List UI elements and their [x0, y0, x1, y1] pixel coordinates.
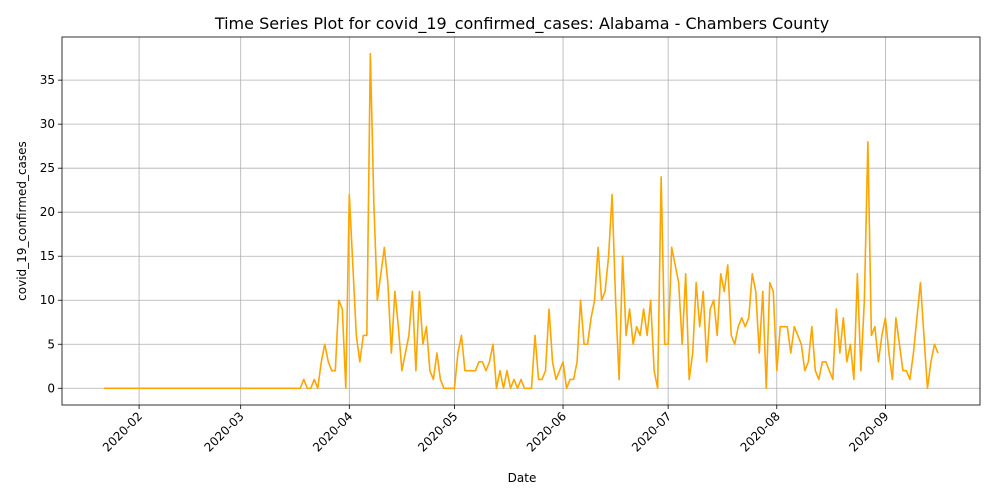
x-tick-label: 2020-05 [415, 409, 460, 454]
y-tick-label: 10 [40, 293, 55, 307]
x-tick-label: 2020-06 [524, 409, 569, 454]
y-tick-label: 25 [40, 161, 55, 175]
y-tick-label: 20 [40, 205, 55, 219]
y-tick-label: 0 [47, 381, 55, 395]
x-tick-label: 2020-03 [201, 409, 246, 454]
y-axis-label: covid_19_confirmed_cases [15, 141, 29, 301]
y-tick-label: 30 [40, 117, 55, 131]
x-tick-label: 2020-02 [100, 409, 145, 454]
y-tick-label: 15 [40, 249, 55, 263]
x-tick-label: 2020-04 [310, 409, 355, 454]
x-axis-label: Date [508, 471, 537, 485]
y-tick-label: 35 [40, 73, 55, 87]
plot-frame [61, 36, 981, 406]
chart-title: Time Series Plot for covid_19_confirmed_… [214, 14, 829, 34]
x-tick-label: 2020-09 [846, 409, 891, 454]
x-tick-label: 2020-07 [629, 409, 674, 454]
x-tick-label: 2020-08 [738, 409, 783, 454]
y-tick-label: 5 [47, 337, 55, 351]
data-line [104, 52, 939, 390]
